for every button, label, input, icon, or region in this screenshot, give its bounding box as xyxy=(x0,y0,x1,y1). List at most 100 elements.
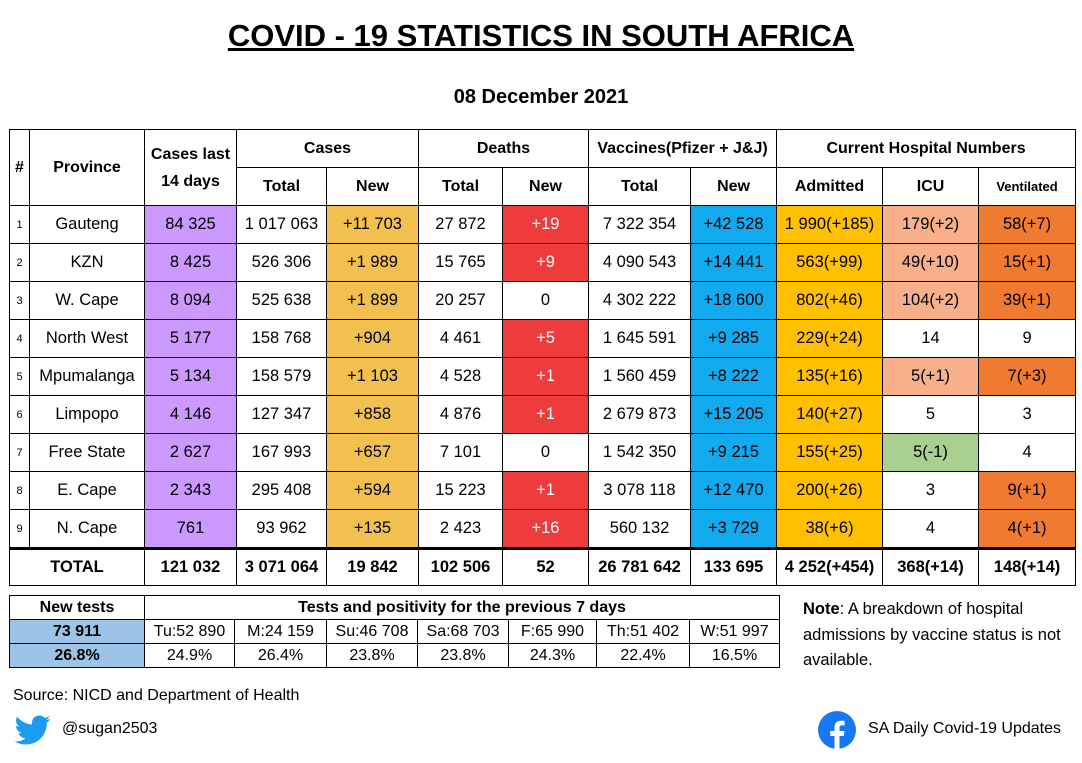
province-row-northwest: 4 North West 5 177 158 768 +904 4 461 +5… xyxy=(9,319,1077,358)
header-row-1: # Province Cases last 14 days Cases Death… xyxy=(9,129,1077,206)
vaccines-header: Vaccines(Pfizer + J&J) xyxy=(588,129,778,168)
deaths-new-cell: +16 xyxy=(501,509,590,549)
admitted-cell: 140(+27) xyxy=(776,395,884,434)
vacc-new-cell: +18 600 xyxy=(690,281,778,320)
cases-total-cell: 526 306 xyxy=(236,243,327,282)
cases14-header: Cases last 14 days xyxy=(144,129,237,206)
hospital-header: Current Hospital Numbers xyxy=(776,129,1077,168)
total-cases-new: 19 842 xyxy=(326,547,419,586)
cases-header: Cases xyxy=(236,129,419,168)
ventilated-cell: 7(+3) xyxy=(978,357,1077,396)
icu-header: ICU xyxy=(882,167,980,206)
new-tests-label: New tests xyxy=(9,595,145,620)
total-admitted: 4 252(+454) xyxy=(776,547,884,586)
vacc-total-cell: 7 322 354 xyxy=(588,205,692,244)
vacc-total-cell: 1 560 459 xyxy=(588,357,692,396)
vacc-total-cell: 4 090 543 xyxy=(588,243,692,282)
province-name: N. Cape xyxy=(29,509,145,549)
ventilated-cell: 58(+7) xyxy=(978,205,1077,244)
deaths-total-cell: 4 461 xyxy=(418,319,503,358)
row-num: 7 xyxy=(9,433,30,472)
cases-total-cell: 127 347 xyxy=(236,395,327,434)
day-positivity-cell: 22.4% xyxy=(596,643,690,668)
note-text: : A breakdown of hospital admissions by … xyxy=(803,600,1061,669)
province-header: Province xyxy=(29,129,145,206)
vacc-total-cell: 560 132 xyxy=(588,509,692,549)
cases-new-cell: +904 xyxy=(326,319,419,358)
day-tests-cell: Su:46 708 xyxy=(326,619,418,644)
cases-total-cell: 158 768 xyxy=(236,319,327,358)
row-num: 6 xyxy=(9,395,30,434)
cases14-cell: 5 177 xyxy=(144,319,237,358)
ventilated-cell: 4 xyxy=(978,433,1077,472)
cases14-header-line2: 14 days xyxy=(161,172,220,190)
province-row-freestate: 7 Free State 2 627 167 993 +657 7 101 0 … xyxy=(9,433,1077,472)
total-row: TOTAL 121 032 3 071 064 19 842 102 506 5… xyxy=(9,547,1077,586)
deaths-total-cell: 15 223 xyxy=(418,471,503,510)
twitter-icon xyxy=(14,715,51,745)
icu-cell: 4 xyxy=(882,509,980,549)
vacc-total-cell: 1 645 591 xyxy=(588,319,692,358)
page-title: COVID - 19 STATISTICS IN SOUTH AFRICA xyxy=(227,18,855,53)
province-name: Free State xyxy=(29,433,145,472)
day-tests-cell: Sa:68 703 xyxy=(417,619,509,644)
ventilated-cell: 3 xyxy=(978,395,1077,434)
ventilated-cell: 4(+1) xyxy=(978,509,1077,549)
total-vacc-new: 133 695 xyxy=(690,547,778,586)
deaths-total-cell: 15 765 xyxy=(418,243,503,282)
vacc-total-cell: 2 679 873 xyxy=(588,395,692,434)
report-date: 08 December 2021 xyxy=(453,86,629,108)
vacc-new-cell: +14 441 xyxy=(690,243,778,282)
province-name: Gauteng xyxy=(29,205,145,244)
vacc-new-cell: +15 205 xyxy=(690,395,778,434)
cases14-cell: 761 xyxy=(144,509,237,549)
source-text: Source: NICD and Department of Health xyxy=(13,687,300,704)
row-num: 8 xyxy=(9,471,30,510)
vacc-new-cell: +9 285 xyxy=(690,319,778,358)
num-header: # xyxy=(9,129,30,206)
cases-new-cell: +1 103 xyxy=(326,357,419,396)
province-row-limpopo: 6 Limpopo 4 146 127 347 +858 4 876 +1 2 … xyxy=(9,395,1077,434)
deaths-total-header: Total xyxy=(418,167,503,206)
deaths-new-header: New xyxy=(501,167,590,206)
total-cases14: 121 032 xyxy=(144,547,237,586)
cases-total-cell: 1 017 063 xyxy=(236,205,327,244)
positivity-value: 26.8% xyxy=(9,643,145,668)
total-icu: 368(+14) xyxy=(882,547,980,586)
cases-total-cell: 167 993 xyxy=(236,433,327,472)
deaths-new-cell: +1 xyxy=(501,395,590,434)
cases-new-cell: +135 xyxy=(326,509,419,549)
cases14-cell: 2 627 xyxy=(144,433,237,472)
day-tests-cell: M:24 159 xyxy=(234,619,327,644)
vacc-total-cell: 3 078 118 xyxy=(588,471,692,510)
note: Note: A breakdown of hospital admissions… xyxy=(803,597,1073,674)
day-tests-cell: W:51 997 xyxy=(688,619,781,644)
row-num: 4 xyxy=(9,319,30,358)
total-cases-total: 3 071 064 xyxy=(236,547,327,586)
ventilated-cell: 39(+1) xyxy=(978,281,1077,320)
cases-new-cell: +1 989 xyxy=(326,243,419,282)
deaths-total-cell: 27 872 xyxy=(418,205,503,244)
province-row-kzn: 2 KZN 8 425 526 306 +1 989 15 765 +9 4 0… xyxy=(9,243,1077,282)
vacc-new-cell: +9 215 xyxy=(690,433,778,472)
day-positivity-cell: 23.8% xyxy=(417,643,509,668)
icu-cell: 179(+2) xyxy=(882,205,980,244)
row-num: 1 xyxy=(9,205,30,244)
cases14-cell: 2 343 xyxy=(144,471,237,510)
admitted-cell: 229(+24) xyxy=(776,319,884,358)
vacc-new-cell: +12 470 xyxy=(690,471,778,510)
vacc-total-header: Total xyxy=(588,167,692,206)
vacc-total-cell: 4 302 222 xyxy=(588,281,692,320)
vacc-new-cell: +8 222 xyxy=(690,357,778,396)
cases14-cell: 8 094 xyxy=(144,281,237,320)
province-name: Mpumalanga xyxy=(29,357,145,396)
cases-total-cell: 158 579 xyxy=(236,357,327,396)
deaths-new-cell: +9 xyxy=(501,243,590,282)
cases-total-cell: 93 962 xyxy=(236,509,327,549)
cases-total-cell: 525 638 xyxy=(236,281,327,320)
day-positivity-cell: 26.4% xyxy=(234,643,327,668)
province-name: KZN xyxy=(29,243,145,282)
cases-new-header: New xyxy=(326,167,419,206)
total-deaths-total: 102 506 xyxy=(418,547,503,586)
total-ventilated: 148(+14) xyxy=(978,547,1077,586)
